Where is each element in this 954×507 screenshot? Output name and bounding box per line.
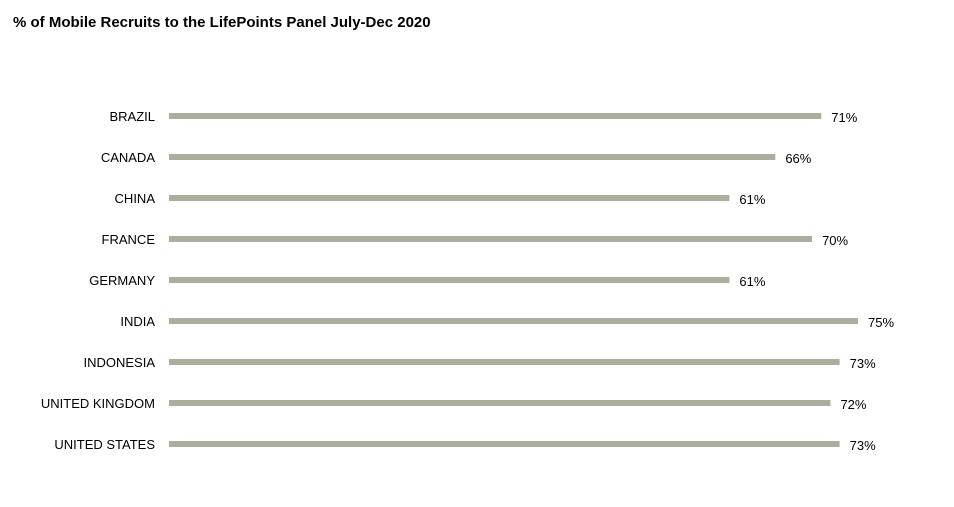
category-label: BRAZIL <box>109 109 155 124</box>
bar <box>169 318 858 324</box>
data-label: 61% <box>739 274 765 289</box>
data-label: 70% <box>822 233 848 248</box>
bar <box>169 277 730 283</box>
category-label: INDONESIA <box>83 355 155 370</box>
data-label: 72% <box>840 397 866 412</box>
bar <box>169 236 813 242</box>
data-label: 71% <box>831 110 857 125</box>
data-label: 73% <box>850 356 876 371</box>
category-label: CANADA <box>101 150 156 165</box>
data-label: 75% <box>868 315 894 330</box>
bar <box>169 154 776 160</box>
data-label: 66% <box>785 151 811 166</box>
bar <box>169 359 840 365</box>
bar <box>169 400 831 406</box>
bar <box>169 113 822 119</box>
category-label: GERMANY <box>89 273 155 288</box>
chart-title: % of Mobile Recruits to the LifePoints P… <box>13 14 431 31</box>
bar <box>169 195 730 201</box>
bar <box>169 441 840 447</box>
data-label: 73% <box>850 438 876 453</box>
category-label: CHINA <box>115 191 156 206</box>
category-label: INDIA <box>120 314 155 329</box>
category-label: FRANCE <box>102 232 156 247</box>
data-label: 61% <box>739 192 765 207</box>
category-label: UNITED STATES <box>54 437 155 452</box>
category-label: UNITED KINGDOM <box>41 396 155 411</box>
